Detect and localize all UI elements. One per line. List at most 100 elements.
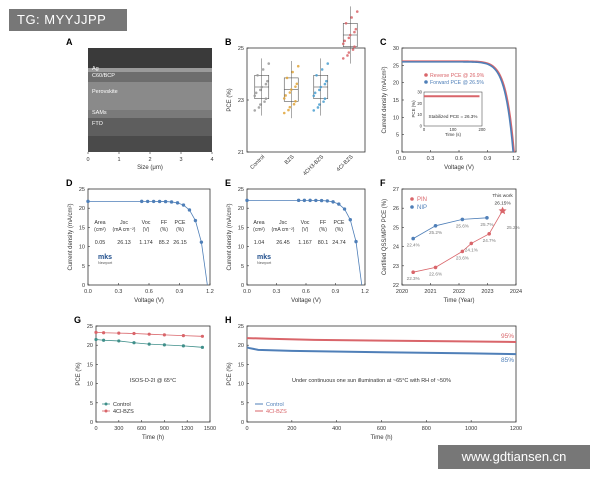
box-1 bbox=[282, 61, 300, 119]
legend bbox=[255, 403, 263, 412]
data-point bbox=[319, 85, 323, 89]
data-point bbox=[94, 330, 98, 334]
data-point bbox=[350, 16, 353, 19]
data-point bbox=[316, 106, 320, 109]
y-tick-label: 15 bbox=[238, 225, 244, 231]
data-point bbox=[254, 91, 258, 95]
data-point bbox=[295, 82, 299, 86]
logo-subtext: Newport bbox=[98, 261, 113, 265]
data-point bbox=[322, 100, 325, 103]
table-value: 1.174 bbox=[139, 240, 153, 246]
layer-label: FTO bbox=[92, 121, 104, 127]
x-axis-label: Voltage (V) bbox=[444, 165, 474, 171]
table-header: PCE bbox=[334, 220, 345, 226]
x-tick-label: 2020 bbox=[396, 289, 408, 295]
x-axis-label: Size (μm) bbox=[137, 165, 163, 171]
data-point bbox=[253, 109, 257, 112]
legend bbox=[410, 197, 414, 209]
data-point bbox=[323, 82, 327, 86]
data-point bbox=[259, 88, 262, 92]
data-point bbox=[292, 102, 296, 106]
jv-point bbox=[296, 198, 301, 203]
inset-x-tick: 0 bbox=[423, 127, 426, 132]
layer-c60 bbox=[88, 72, 212, 82]
category-label: Control bbox=[249, 154, 266, 171]
panel-letter: G bbox=[74, 315, 81, 325]
point-label: 26.15% bbox=[494, 201, 511, 207]
annotation: Under continuous one sun illumination at… bbox=[292, 378, 451, 384]
jv-point bbox=[245, 198, 249, 203]
x-tick-label: 3 bbox=[179, 157, 182, 163]
x-tick-label: 0.0 bbox=[84, 289, 92, 295]
table-unit: (%) bbox=[335, 227, 343, 233]
data-point bbox=[181, 344, 185, 348]
legend-entry: Control bbox=[113, 402, 131, 408]
legend-marker bbox=[410, 205, 414, 209]
inset-label: Stabilized PCE = 26.3% bbox=[429, 114, 478, 119]
data-point bbox=[347, 36, 351, 40]
x-tick-label: 0.9 bbox=[484, 156, 492, 162]
panel-letter: C bbox=[380, 37, 387, 47]
y-tick-label: 24 bbox=[393, 245, 399, 251]
jv-point bbox=[199, 240, 204, 244]
jv-point bbox=[319, 198, 324, 203]
y-axis-label: Current density (mA/cm²) bbox=[382, 66, 388, 133]
y-tick-label: 23 bbox=[238, 98, 244, 104]
watermark-bottom: www.gdtiansen.cn bbox=[438, 445, 590, 469]
x-tick-label: 0.0 bbox=[243, 289, 251, 295]
data-point bbox=[318, 88, 321, 92]
data-point bbox=[348, 33, 352, 37]
point-label: 24.7% bbox=[483, 238, 496, 243]
point-label: 25.2% bbox=[429, 230, 442, 235]
jv-point bbox=[337, 202, 341, 206]
data-point bbox=[102, 338, 106, 342]
y-axis-label: PCE (%) bbox=[227, 88, 233, 111]
inset-y-tick: 20 bbox=[417, 101, 422, 106]
data-point bbox=[433, 265, 438, 270]
jv-point bbox=[314, 198, 318, 203]
plot-frame bbox=[246, 188, 366, 286]
table-header: Area bbox=[94, 220, 105, 226]
x-tick-label: 1.2 bbox=[206, 289, 214, 295]
table-value: 24.74 bbox=[332, 240, 346, 246]
data-point bbox=[200, 334, 204, 338]
y-tick-label: 0 bbox=[82, 283, 85, 289]
x-tick-label: 0.6 bbox=[145, 289, 153, 295]
y-tick-label: 5 bbox=[90, 401, 93, 407]
data-point bbox=[296, 64, 300, 68]
y-tick-label: 30 bbox=[393, 46, 399, 52]
inset-y-label: PCE (%) bbox=[411, 100, 416, 118]
sem-image bbox=[88, 48, 212, 152]
point-label: 25.7% bbox=[480, 222, 493, 227]
data-point bbox=[288, 91, 292, 94]
x-tick-label: 600 bbox=[377, 426, 386, 432]
y-tick-label: 26 bbox=[393, 206, 399, 212]
data-point bbox=[351, 48, 355, 51]
point-label: 22.6% bbox=[429, 271, 442, 276]
point-label: 22.4% bbox=[407, 243, 420, 248]
panel-letter: A bbox=[66, 37, 73, 47]
x-tick-label: 0 bbox=[245, 426, 248, 432]
data-point bbox=[288, 105, 292, 109]
layer-perovskite bbox=[88, 82, 212, 110]
data-point bbox=[102, 331, 106, 335]
data-point bbox=[347, 51, 351, 54]
point-label: 24.1% bbox=[465, 247, 478, 252]
layer-label: C60/BCP bbox=[92, 73, 115, 79]
x-tick-label: 2023 bbox=[481, 289, 493, 295]
y-tick-label: 10 bbox=[79, 245, 85, 251]
x-tick-label: 1 bbox=[117, 157, 120, 163]
x-tick-label: 4 bbox=[210, 157, 213, 163]
data-point bbox=[411, 236, 415, 241]
data-point bbox=[132, 341, 136, 345]
table-header: Jsc bbox=[120, 220, 128, 226]
data-point bbox=[411, 270, 415, 275]
y-tick-label: 5 bbox=[241, 264, 244, 270]
y-tick-label: 25 bbox=[87, 324, 93, 330]
data-point bbox=[320, 68, 324, 71]
table-unit: (mA cm⁻²) bbox=[272, 227, 295, 233]
category-label: BZS bbox=[284, 154, 296, 166]
data-point bbox=[355, 10, 359, 13]
data-point bbox=[200, 345, 204, 349]
panel-letter: F bbox=[380, 178, 386, 188]
